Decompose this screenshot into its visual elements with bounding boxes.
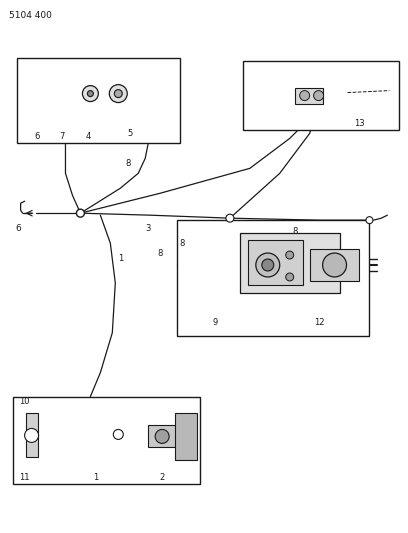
- Bar: [148, 425, 183, 447]
- Text: 6: 6: [34, 132, 39, 141]
- Circle shape: [82, 86, 98, 102]
- Text: 11: 11: [19, 473, 30, 482]
- Bar: [240, 233, 339, 293]
- Bar: [26, 413, 38, 457]
- Circle shape: [286, 273, 294, 281]
- Circle shape: [366, 217, 373, 224]
- Text: 2: 2: [160, 473, 165, 482]
- Text: 6: 6: [16, 224, 22, 232]
- Circle shape: [155, 430, 169, 443]
- Circle shape: [256, 253, 280, 277]
- Text: 1: 1: [118, 254, 123, 263]
- Circle shape: [87, 91, 93, 96]
- Circle shape: [226, 214, 234, 222]
- Circle shape: [113, 430, 123, 439]
- Circle shape: [323, 253, 346, 277]
- Circle shape: [109, 85, 127, 102]
- Bar: [13, 397, 200, 484]
- Text: 5104 400: 5104 400: [9, 11, 51, 20]
- Circle shape: [314, 91, 324, 101]
- Bar: [295, 87, 323, 103]
- Bar: [177, 220, 369, 336]
- Text: 8: 8: [157, 248, 163, 257]
- Bar: [17, 58, 180, 143]
- Text: 7: 7: [60, 132, 65, 141]
- Bar: [310, 249, 359, 281]
- Text: 12: 12: [314, 318, 325, 327]
- Text: 8: 8: [292, 227, 297, 236]
- Bar: [248, 240, 303, 285]
- Text: 13: 13: [354, 119, 365, 128]
- Text: 3: 3: [146, 224, 151, 232]
- Text: 9: 9: [212, 318, 217, 327]
- Text: 4: 4: [86, 132, 91, 141]
- Text: 8: 8: [126, 159, 131, 168]
- Circle shape: [262, 259, 274, 271]
- Circle shape: [299, 91, 310, 101]
- Circle shape: [76, 209, 84, 217]
- Bar: [175, 413, 197, 461]
- Bar: [243, 61, 399, 131]
- Text: 8: 8: [180, 239, 185, 248]
- Text: 1: 1: [93, 473, 98, 482]
- Text: 10: 10: [19, 397, 30, 406]
- Text: 5: 5: [128, 129, 133, 138]
- Circle shape: [114, 90, 122, 98]
- Circle shape: [286, 251, 294, 259]
- Circle shape: [24, 429, 39, 442]
